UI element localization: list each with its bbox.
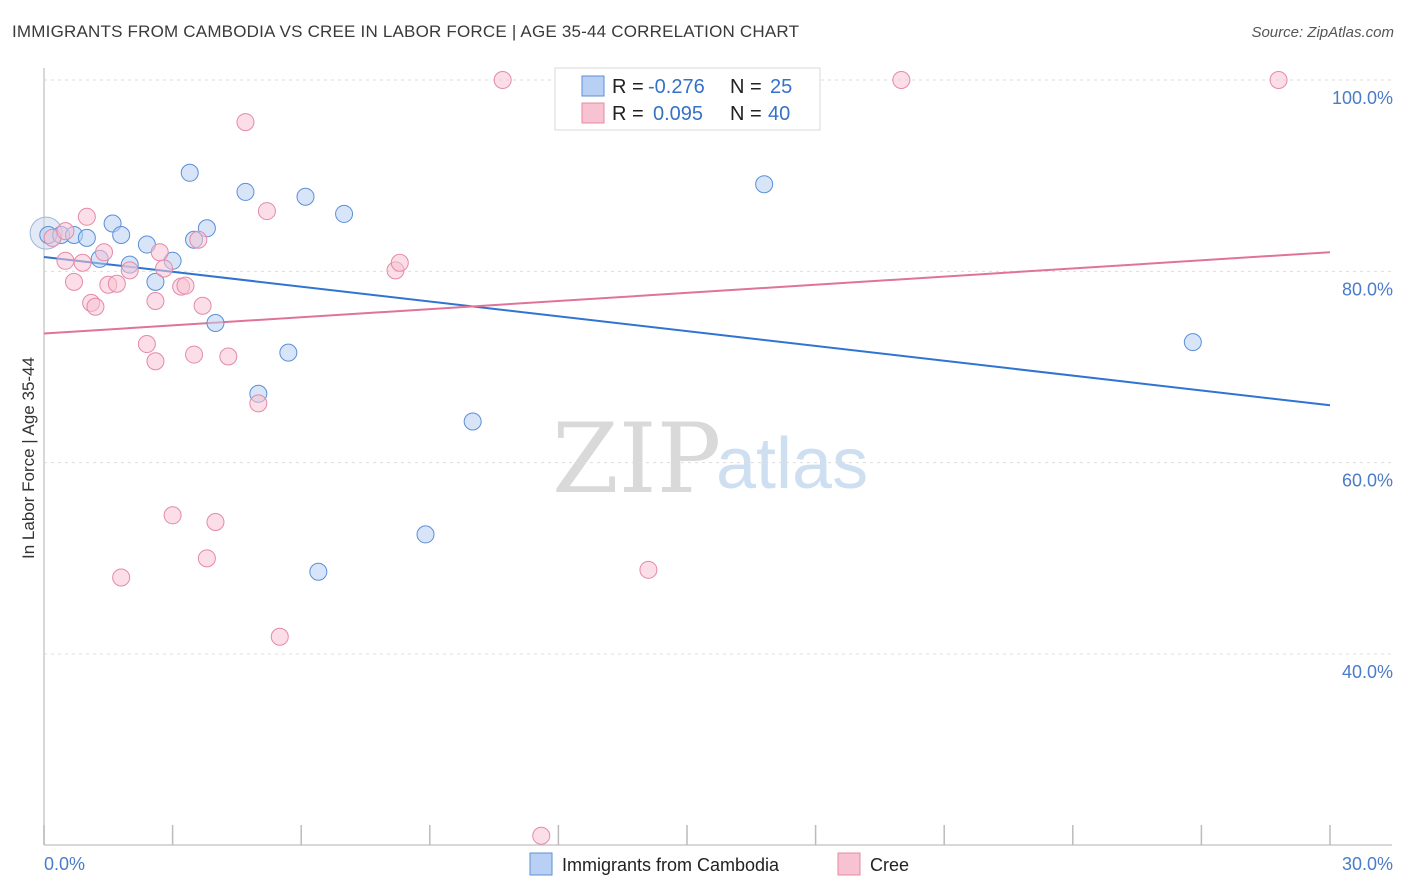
point-cambodia-24 bbox=[1183, 333, 1202, 352]
y-tick-label-0: 100.0% bbox=[1332, 88, 1393, 108]
point-cree-1 bbox=[56, 222, 75, 241]
point-cree-27 bbox=[390, 253, 409, 272]
trend-line-0 bbox=[43, 255, 1331, 407]
point-cree-31 bbox=[112, 568, 131, 587]
point-cambodia-18 bbox=[279, 343, 298, 362]
point-cree-15 bbox=[150, 243, 169, 262]
point-cree-23 bbox=[236, 113, 255, 132]
point-cambodia-14 bbox=[236, 182, 255, 201]
point-cree-28 bbox=[163, 506, 182, 525]
point-cree-12 bbox=[137, 335, 156, 354]
point-cree-24 bbox=[249, 394, 268, 413]
point-cree-35 bbox=[892, 71, 911, 89]
point-cree-10 bbox=[107, 274, 126, 293]
point-cambodia-20 bbox=[463, 412, 482, 431]
correlation-legend: R = -0.276 N = 25 R = 0.095 N = 40 bbox=[554, 67, 821, 131]
point-cambodia-3 bbox=[77, 228, 96, 247]
point-cree-3 bbox=[65, 272, 84, 291]
point-cree-14 bbox=[146, 291, 165, 310]
point-cree-33 bbox=[639, 560, 658, 579]
point-cree-37 bbox=[532, 826, 551, 845]
legend-r-value-2: 0.095 bbox=[653, 103, 703, 125]
y-tick-label-1: 80.0% bbox=[1342, 279, 1393, 299]
data-points bbox=[29, 71, 1288, 845]
point-cambodia-15 bbox=[296, 187, 315, 206]
x-tick-label-1: 30.0% bbox=[1342, 854, 1393, 874]
point-cree-29 bbox=[206, 512, 225, 531]
x-tick-labels: 0.0% 30.0% bbox=[44, 854, 1393, 874]
point-cree-30 bbox=[197, 549, 216, 568]
point-cree-2 bbox=[56, 251, 75, 270]
y-tick-label-2: 60.0% bbox=[1342, 471, 1393, 491]
point-cree-22 bbox=[219, 347, 238, 366]
point-cambodia-10 bbox=[146, 272, 165, 291]
series-legend: Immigrants from Cambodia Cree bbox=[529, 852, 909, 876]
legend-n-label-1: N = bbox=[730, 76, 762, 98]
point-cambodia-16 bbox=[335, 204, 354, 223]
point-cambodia-23 bbox=[755, 175, 774, 194]
point-cree-16 bbox=[155, 259, 174, 278]
watermark-atlas: atlas bbox=[716, 424, 868, 504]
y-tick-labels: 100.0% 80.0% 60.0% 40.0% bbox=[1332, 88, 1393, 682]
point-cree-32 bbox=[270, 627, 289, 646]
legend-n-value-1: 25 bbox=[770, 76, 792, 98]
bottom-legend-label-cambodia: Immigrants from Cambodia bbox=[562, 855, 780, 875]
bottom-legend-swatch-cambodia bbox=[529, 852, 553, 876]
point-cree-18 bbox=[176, 276, 195, 295]
legend-swatch-cree bbox=[581, 102, 605, 124]
axes bbox=[43, 68, 1392, 846]
point-cambodia-22 bbox=[309, 562, 328, 581]
legend-r-value-1: -0.276 bbox=[648, 76, 705, 98]
point-cree-19 bbox=[185, 345, 204, 364]
point-cambodia-17 bbox=[206, 313, 225, 332]
trend-lines bbox=[43, 251, 1331, 407]
chart-source: Source: ZipAtlas.com bbox=[1251, 24, 1394, 41]
point-cree-11 bbox=[120, 261, 139, 280]
point-cree-4 bbox=[73, 253, 92, 272]
legend-n-value-2: 40 bbox=[768, 103, 790, 125]
legend-n-label-2: N = bbox=[730, 103, 762, 125]
point-cree-34 bbox=[493, 71, 512, 89]
point-cambodia-21 bbox=[416, 525, 435, 544]
point-cree-36 bbox=[1269, 71, 1288, 89]
point-cambodia-5 bbox=[112, 225, 131, 244]
point-cree-8 bbox=[95, 243, 114, 262]
legend-r-label-2: R = bbox=[612, 103, 644, 125]
watermark-zip: ZIP bbox=[552, 403, 721, 515]
point-cambodia-11 bbox=[180, 163, 199, 182]
y-tick-label-3: 40.0% bbox=[1342, 662, 1393, 682]
point-cree-5 bbox=[77, 207, 96, 226]
point-cree-20 bbox=[189, 230, 208, 249]
chart-title: IMMIGRANTS FROM CAMBODIA VS CREE IN LABO… bbox=[12, 22, 800, 41]
trend-line-1 bbox=[43, 251, 1331, 335]
bottom-legend-swatch-cree bbox=[837, 852, 861, 876]
point-cree-25 bbox=[257, 202, 276, 221]
point-cree-7 bbox=[86, 297, 105, 316]
gridlines bbox=[44, 79, 1392, 655]
x-tick-label-0: 0.0% bbox=[44, 854, 85, 874]
point-cree-13 bbox=[146, 352, 165, 371]
legend-swatch-cambodia bbox=[581, 75, 605, 97]
y-axis-label: In Labor Force | Age 35-44 bbox=[19, 357, 38, 559]
legend-r-label-1: R = bbox=[612, 76, 644, 98]
point-cree-21 bbox=[193, 296, 212, 315]
bottom-legend-label-cree: Cree bbox=[870, 855, 909, 875]
